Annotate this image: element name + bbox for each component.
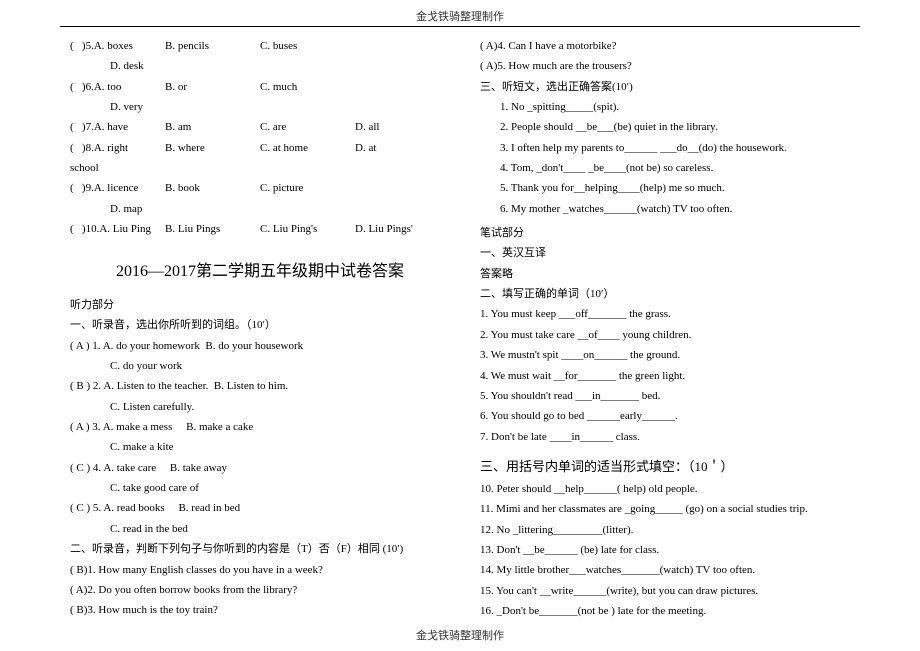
s3-5: 5. Thank you for__helping____(help) me s… [500, 178, 860, 198]
t3-13: 13. Don't __be______ (be) late for class… [480, 540, 860, 560]
mc-9d: D. map [110, 199, 450, 219]
s2-4: ( A)4. Can I have a motorbike? [480, 36, 860, 56]
s2-2: ( A)2. Do you often borrow books from th… [70, 580, 450, 600]
mc-6a: ( )6.A. too [70, 77, 165, 97]
mc-10a: ( )10.A. Liu Ping [70, 219, 165, 239]
t3-16: 16. _Don't be_______(not be ) late for t… [480, 601, 860, 621]
mc-8a: ( )8.A. right [70, 138, 165, 158]
s1-4c: C. take good care of [110, 478, 450, 498]
sec2-title: 二、听录音，判断下列句子与你听到的内容是（T）否（F）相同 (10′) [70, 539, 450, 559]
mc-10c: C. Liu Ping's [260, 219, 355, 239]
s2-3: ( B)3. How much is the toy train? [70, 600, 450, 620]
page-footer: 金戈铁骑整理制作 [0, 627, 920, 643]
mc-8-tail: school [70, 158, 450, 178]
mc-7b: B. am [165, 117, 260, 137]
mc-5c: C. buses [260, 36, 355, 56]
mc-5d: D. desk [110, 56, 450, 76]
listening-label: 听力部分 [70, 295, 450, 315]
s3-2: 2. People should __be___(be) quiet in th… [500, 117, 860, 137]
s3-4: 4. Tom, _don't____ _be____(not be) so ca… [500, 158, 860, 178]
page-header: 金戈铁骑整理制作 [0, 8, 920, 24]
mc-7c: C. are [260, 117, 355, 137]
mc-6b: B. or [165, 77, 260, 97]
mc-8c: C. at home [260, 138, 355, 158]
sec1-title: 一、听录音，选出你所听到的词组。（10′） [70, 315, 450, 335]
mc-9b: B. book [165, 178, 260, 198]
s1-2c: C. Listen carefully. [110, 397, 450, 417]
answer-title: 2016—2017第二学期五年级期中试卷答案 [70, 257, 450, 287]
mc-5a: ( )5.A. boxes [70, 36, 165, 56]
mc-5b: B. pencils [165, 36, 260, 56]
s1-1: ( A ) 1. A. do your homework B. do your … [70, 336, 450, 356]
mc-6c: C. much [260, 77, 355, 97]
mc-7a: ( )7.A. have [70, 117, 165, 137]
left-column: ( )5.A. boxesB. pencilsC. buses D. desk … [70, 36, 450, 621]
s1-2: ( B ) 2. A. Listen to the teacher. B. Li… [70, 376, 450, 396]
t3-10: 10. Peter should __help______( help) old… [480, 479, 860, 499]
s1-3: ( A ) 3. A. make a mess B. make a cake [70, 417, 450, 437]
s2-1: ( B)1. How many English classes do you h… [70, 560, 450, 580]
s1-1c: C. do your work [110, 356, 450, 376]
t1-note: 答案略 [480, 264, 860, 284]
mc-7d: D. all [355, 117, 450, 137]
s1-5: ( C ) 5. A. read books B. read in bed [70, 498, 450, 518]
mc-8b: B. where [165, 138, 260, 158]
t3-11: 11. Mimi and her classmates are _going__… [480, 499, 860, 519]
s1-5c: C. read in the bed [110, 519, 450, 539]
sec3-title: 三、听短文，选出正确答案(10′) [480, 77, 860, 97]
t2-2: 2. You must take care __of____ young chi… [480, 325, 860, 345]
t3-12: 12. No _littering_________(litter). [480, 520, 860, 540]
t1-title: 一、英汉互译 [480, 243, 860, 263]
s1-3c: C. make a kite [110, 437, 450, 457]
s3-3: 3. I often help my parents to______ ___d… [500, 138, 860, 158]
t2-1: 1. You must keep ___off_______ the grass… [480, 304, 860, 324]
t2-title: 二、填写正确的单词（10′） [480, 284, 860, 304]
s1-4: ( C ) 4. A. take care B. take away [70, 458, 450, 478]
t3-15: 15. You can't __write______(write), but … [480, 581, 860, 601]
header-rule [60, 26, 860, 27]
mc-6d: D. very [110, 97, 450, 117]
mc-10d: D. Liu Pings' [355, 219, 450, 239]
mc-9a: ( )9.A. licence [70, 178, 165, 198]
t2-7: 7. Don't be late ____in______ class. [480, 427, 860, 447]
t2-6: 6. You should go to bed ______early_____… [480, 406, 860, 426]
s2-5: ( A)5. How much are the trousers? [480, 56, 860, 76]
t3-14: 14. My little brother___watches_______(w… [480, 560, 860, 580]
mc-9c: C. picture [260, 178, 355, 198]
t2-5: 5. You shouldn't read ___in_______ bed. [480, 386, 860, 406]
mc-10b: B. Liu Pings [165, 219, 260, 239]
t2-4: 4. We must wait __for_______ the green l… [480, 366, 860, 386]
t2-3: 3. We mustn't spit ____on______ the grou… [480, 345, 860, 365]
mc-8d: D. at [355, 138, 450, 158]
right-column: ( A)4. Can I have a motorbike? ( A)5. Ho… [480, 36, 860, 621]
s3-6: 6. My mother _watches______(watch) TV to… [500, 199, 860, 219]
t3-title: 三、用括号内单词的适当形式填空：（10＇） [480, 455, 860, 479]
s3-1: 1. No _spitting_____(spit). [500, 97, 860, 117]
written-label: 笔试部分 [480, 223, 860, 243]
